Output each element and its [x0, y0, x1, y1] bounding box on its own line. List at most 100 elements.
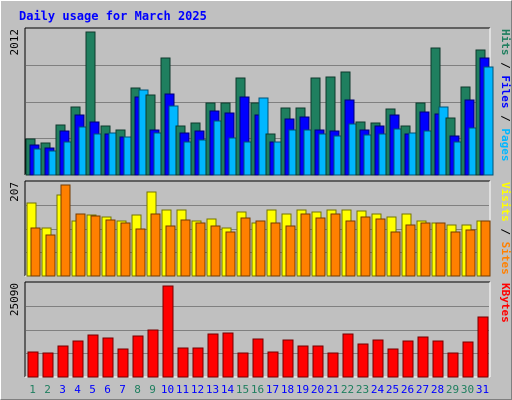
kbytes-panel-side-labels: KBytes	[499, 283, 512, 323]
day-label-15: 15	[236, 383, 249, 396]
bar-sites-day-16	[255, 220, 266, 277]
bar-sites-day-19	[300, 213, 311, 277]
bar-sites-day-18	[285, 225, 296, 277]
day-label-19: 19	[296, 383, 309, 396]
day-label-30: 30	[461, 383, 474, 396]
bar-kbytes-day-25	[387, 348, 399, 378]
bar-kbytes-day-21	[327, 352, 339, 378]
bar-kbytes-day-14	[222, 332, 234, 378]
day-label-26: 26	[401, 383, 414, 396]
bar-sites-day-12	[195, 222, 206, 277]
hits-panel-side-label-files: Files	[499, 75, 512, 108]
hits-panel-side-label-hits: Hits	[499, 29, 512, 56]
bar-sites-day-17	[270, 222, 281, 277]
bar-kbytes-day-31	[477, 316, 489, 378]
bar-sites-day-13	[210, 225, 221, 277]
day-label-10: 10	[161, 383, 174, 396]
day-label-16: 16	[251, 383, 264, 396]
day-label-6: 6	[104, 383, 111, 396]
bar-kbytes-day-8	[132, 335, 144, 378]
hits-panel-side-label-separator: /	[499, 109, 512, 129]
bar-kbytes-day-20	[312, 345, 324, 378]
bar-sites-day-30	[465, 229, 476, 277]
day-label-7: 7	[119, 383, 126, 396]
bar-sites-day-6	[105, 219, 116, 277]
bar-sites-day-22	[345, 220, 356, 277]
bar-sites-day-31	[480, 220, 491, 277]
bar-kbytes-day-22	[342, 333, 354, 378]
bar-kbytes-day-15	[237, 352, 249, 378]
day-label-17: 17	[266, 383, 279, 396]
bar-kbytes-day-27	[417, 336, 429, 378]
day-label-31: 31	[476, 383, 489, 396]
kbytes-panel-ymax-label: 25090	[8, 283, 21, 316]
bar-kbytes-day-19	[297, 345, 309, 378]
bar-kbytes-day-28	[432, 340, 444, 378]
hits-panel-side-label-separator: /	[499, 56, 512, 76]
bar-sites-day-25	[390, 231, 401, 277]
day-label-21: 21	[326, 383, 339, 396]
bar-kbytes-day-5	[87, 334, 99, 378]
day-label-25: 25	[386, 383, 399, 396]
bar-kbytes-day-10	[162, 285, 174, 378]
hits-panel-side-labels: Hits / Files / Pages	[499, 29, 512, 162]
bar-kbytes-day-16	[252, 338, 264, 378]
day-label-28: 28	[431, 383, 444, 396]
bar-kbytes-day-13	[207, 333, 219, 378]
bar-sites-day-3	[60, 184, 71, 277]
bar-sites-day-10	[165, 225, 176, 277]
visits-panel-side-label-separator: /	[499, 222, 512, 242]
bar-kbytes-day-12	[192, 347, 204, 378]
bar-kbytes-day-24	[372, 339, 384, 378]
bar-sites-day-24	[375, 218, 386, 277]
day-label-29: 29	[446, 383, 459, 396]
hits-panel-ymax-label: 2012	[8, 29, 21, 56]
bar-sites-day-26	[405, 224, 416, 277]
bar-kbytes-day-1	[27, 351, 39, 378]
bar-kbytes-day-26	[402, 340, 414, 378]
bar-sites-day-2	[45, 234, 56, 277]
day-label-12: 12	[191, 383, 204, 396]
day-label-11: 11	[176, 383, 189, 396]
visits-panel-side-label-visits: Visits	[499, 182, 512, 222]
day-label-18: 18	[281, 383, 294, 396]
bar-sites-day-29	[450, 231, 461, 277]
bar-kbytes-day-7	[117, 348, 129, 378]
bar-sites-day-1	[30, 227, 41, 277]
day-label-4: 4	[74, 383, 81, 396]
bar-sites-day-20	[315, 217, 326, 277]
bar-sites-day-27	[420, 222, 431, 277]
bar-kbytes-day-6	[102, 337, 114, 378]
bar-sites-day-23	[360, 216, 371, 277]
bar-kbytes-day-18	[282, 339, 294, 378]
day-label-1: 1	[29, 383, 36, 396]
day-label-5: 5	[89, 383, 96, 396]
bar-sites-day-9	[150, 213, 161, 277]
bar-sites-day-8	[135, 228, 146, 277]
day-label-27: 27	[416, 383, 429, 396]
day-label-9: 9	[149, 383, 156, 396]
bar-sites-day-14	[225, 231, 236, 277]
bar-kbytes-day-17	[267, 351, 279, 378]
bar-sites-day-21	[330, 213, 341, 277]
bar-kbytes-day-11	[177, 347, 189, 378]
bar-kbytes-day-2	[42, 352, 54, 378]
bar-sites-day-15	[240, 217, 251, 277]
visits-panel-ymax-label: 207	[8, 182, 21, 202]
chart-title: Daily usage for March 2025	[19, 9, 207, 23]
day-label-24: 24	[371, 383, 385, 396]
bar-kbytes-day-4	[72, 340, 84, 378]
bar-kbytes-day-23	[357, 343, 369, 378]
day-label-23: 23	[356, 383, 369, 396]
bar-kbytes-day-30	[462, 341, 474, 378]
bar-sites-day-4	[75, 213, 86, 277]
day-label-22: 22	[341, 383, 354, 396]
hits-panel-side-label-pages: Pages	[499, 128, 512, 161]
day-label-14: 14	[221, 383, 235, 396]
bar-sites-day-11	[180, 219, 191, 277]
bar-kbytes-day-9	[147, 329, 159, 378]
kbytes-panel-side-label-kbytes: KBytes	[499, 283, 512, 323]
visits-panel-side-labels: Visits / Sites	[499, 182, 512, 275]
bar-sites-day-5	[90, 215, 101, 277]
